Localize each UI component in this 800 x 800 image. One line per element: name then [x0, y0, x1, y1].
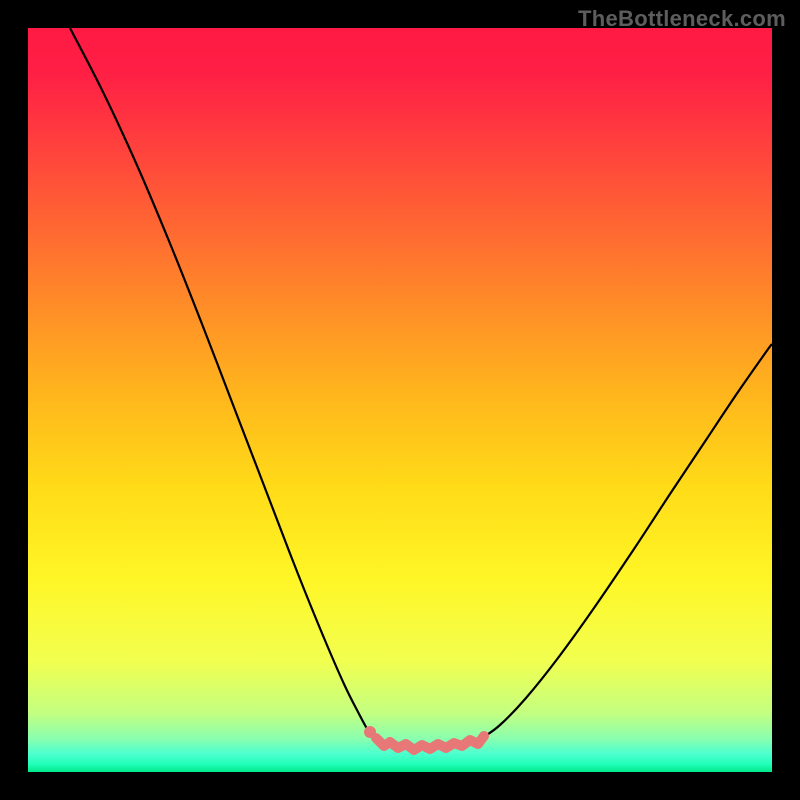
- watermark-text: TheBottleneck.com: [578, 6, 786, 32]
- plot-area: [28, 28, 772, 772]
- left-curve: [70, 28, 371, 735]
- bottom-squiggle: [376, 736, 484, 750]
- curve-layer: [28, 28, 772, 772]
- squiggle-dot: [364, 726, 376, 738]
- right-curve: [482, 344, 772, 738]
